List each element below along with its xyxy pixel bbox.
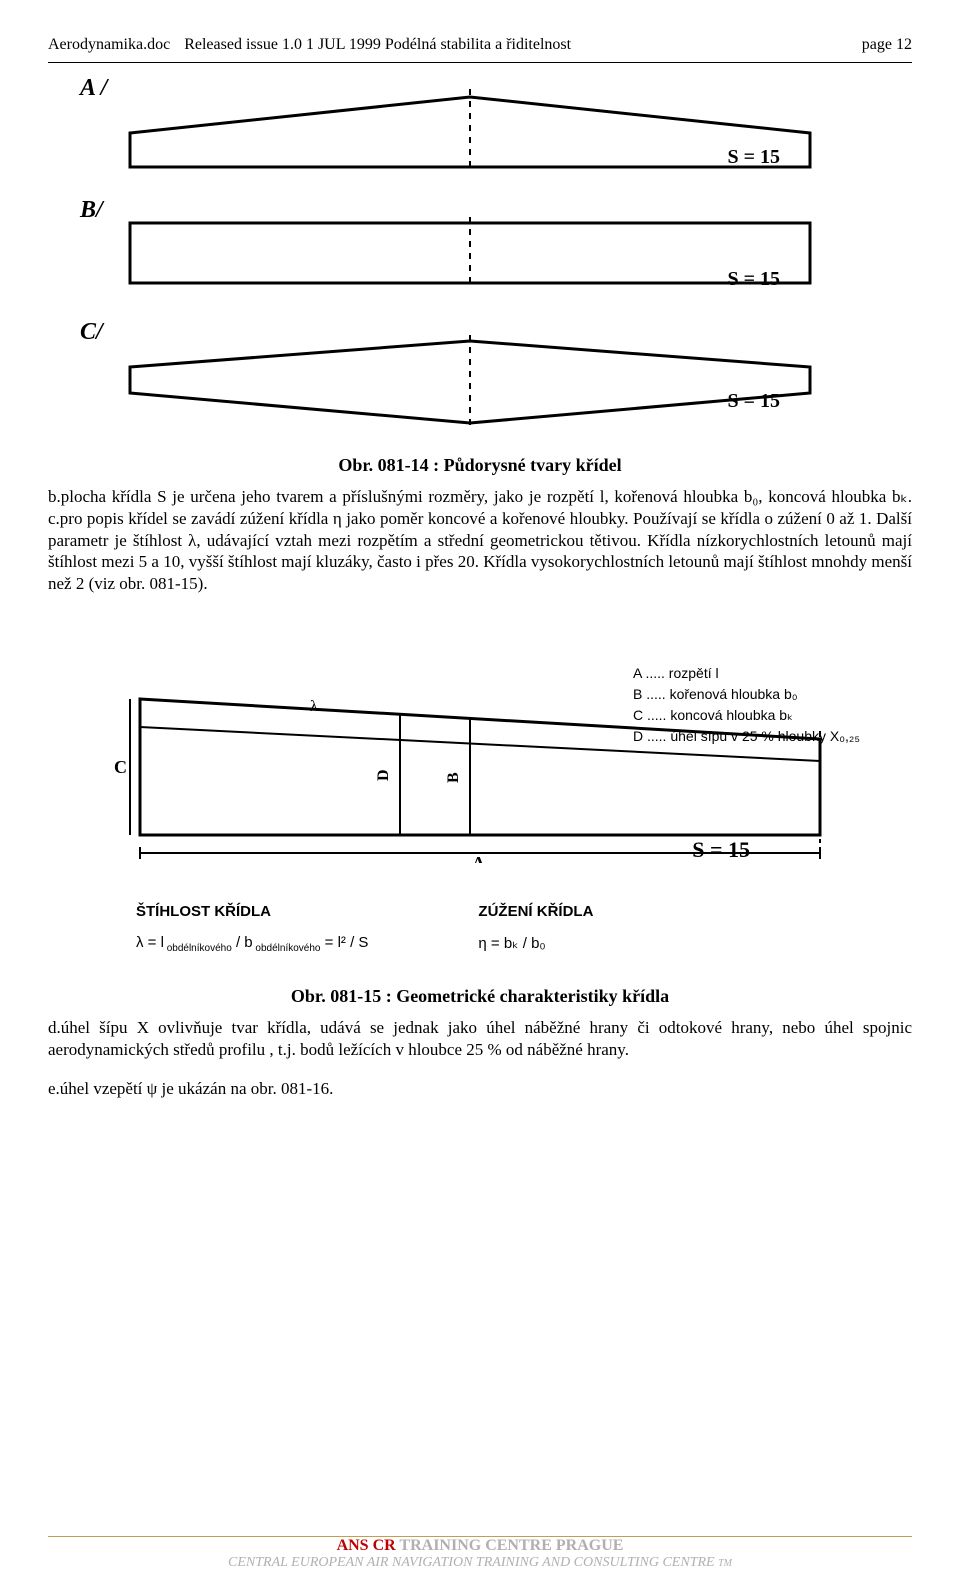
paragraph-b-c: b.plocha křídla S je určena jeho tvarem … <box>48 486 912 595</box>
svg-text:B: B <box>445 772 462 783</box>
wing-a: A / S = 15 <box>120 89 840 175</box>
doc-name: Aerodynamika.doc <box>48 36 170 54</box>
figure-14-caption: Obr. 081-14 : Půdorysné tvary křídel <box>48 455 912 476</box>
svg-text:λ: λ <box>310 698 318 715</box>
wing-b-area: S = 15 <box>727 268 780 291</box>
footer-tm: TM <box>718 1558 732 1569</box>
wing-a-svg <box>120 89 820 175</box>
page-number: page 12 <box>862 36 912 54</box>
wing-c-svg <box>120 333 820 429</box>
legend-b: B ..... kořenová hloubka b₀ <box>633 684 860 705</box>
figure-15-legend: A ..... rozpětí l B ..... kořenová hloub… <box>633 663 860 747</box>
wing-15-area: S = 15 <box>692 837 750 863</box>
wing-c-label: C/ <box>80 319 103 346</box>
svg-text:A: A <box>472 853 485 863</box>
wing-b: B/ S = 15 <box>120 211 840 297</box>
wing-a-area: S = 15 <box>727 146 780 169</box>
figure-081-15: A ..... rozpětí l B ..... kořenová hloub… <box>100 663 860 954</box>
aspect-ratio-formula: ŠTÍHLOST KŘÍDLA λ = l obdélníkového / b … <box>136 903 368 954</box>
figure-081-14: A / S = 15 B/ S = 15 C/ S = 15 <box>120 89 840 419</box>
release-info: Released issue 1.0 1 JUL 1999 Podélná st… <box>184 36 571 54</box>
wing-b-label: B/ <box>80 197 103 224</box>
footer-fullname: CENTRAL EUROPEAN AIR NAVIGATION TRAINING… <box>228 1555 715 1570</box>
taper-title: ZÚŽENÍ KŘÍDLA <box>478 903 593 920</box>
wing-c: C/ S = 15 <box>120 333 840 419</box>
footer-line-1: ANS CR TRAINING CENTRE PRAGUE <box>48 1537 912 1555</box>
legend-c: C ..... koncová hloubka bₖ <box>633 705 860 726</box>
header-left: Aerodynamika.doc Released issue 1.0 1 JU… <box>48 36 571 54</box>
wing-a-label: A / <box>80 75 107 102</box>
legend-d: D ..... úhel šípu v 25 % hloubky X₀,₂₅ <box>633 726 860 747</box>
header-separator <box>48 62 912 63</box>
wing-b-svg <box>120 211 820 293</box>
figure-15-caption: Obr. 081-15 : Geometrické charakteristik… <box>48 986 912 1007</box>
page-footer: ANS CR TRAINING CENTRE PRAGUE CENTRAL EU… <box>48 1536 912 1571</box>
paragraph-e: e.úhel vzepětí ψ je ukázán na obr. 081-1… <box>48 1078 912 1100</box>
taper-formula: ZÚŽENÍ KŘÍDLA η = bₖ / b₀ <box>478 903 593 954</box>
wing-c-area: S = 15 <box>727 390 780 413</box>
aspect-ratio-title: ŠTÍHLOST KŘÍDLA <box>136 903 368 920</box>
taper-expr: η = bₖ / b₀ <box>478 934 593 952</box>
svg-text:C: C <box>114 757 127 777</box>
page-header: Aerodynamika.doc Released issue 1.0 1 JU… <box>48 36 912 54</box>
page: Aerodynamika.doc Released issue 1.0 1 JU… <box>0 0 960 1593</box>
footer-line-2: CENTRAL EUROPEAN AIR NAVIGATION TRAINING… <box>48 1555 912 1571</box>
footer-org: ANS CR <box>337 1537 396 1554</box>
formula-block: ŠTÍHLOST KŘÍDLA λ = l obdélníkového / b … <box>136 903 860 954</box>
svg-text:D: D <box>375 769 392 781</box>
legend-a: A ..... rozpětí l <box>633 663 860 684</box>
paragraph-d: d.úhel šípu Χ ovlivňuje tvar křídla, udá… <box>48 1017 912 1061</box>
footer-centre: TRAINING CENTRE PRAGUE <box>399 1537 623 1554</box>
aspect-ratio-expr: λ = l obdélníkového / b obdélníkového = … <box>136 934 368 954</box>
